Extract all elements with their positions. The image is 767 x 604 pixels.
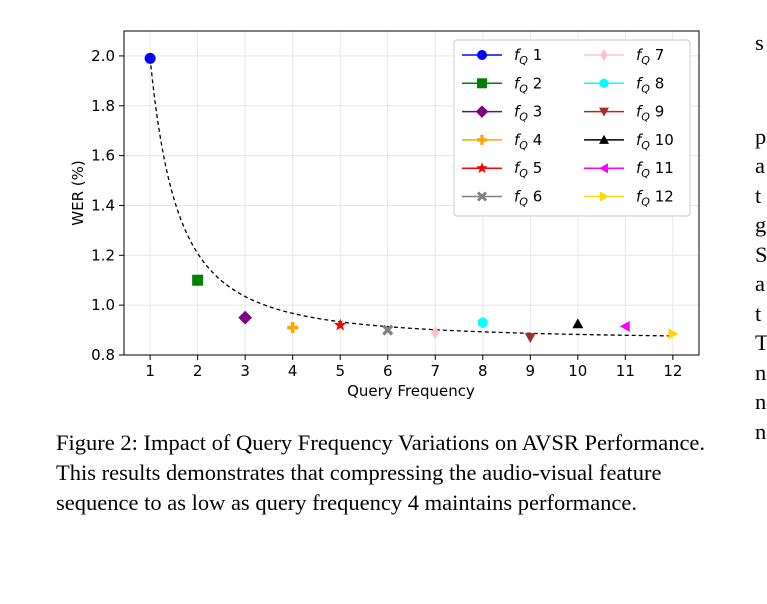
legend-label: fQ 2 <box>514 74 542 95</box>
x-tick-label: 4 <box>288 362 298 380</box>
right-column-line: p <box>755 122 767 152</box>
right-column-top: s <box>755 28 767 58</box>
y-tick-label: 1.6 <box>91 147 115 165</box>
x-tick-label: 1 <box>145 362 155 380</box>
legend: fQ 1fQ 2fQ 3fQ 4fQ 5fQ 6fQ 7fQ 8fQ 9fQ 1… <box>454 40 690 216</box>
data-point <box>431 326 439 340</box>
marker-shape <box>192 275 203 286</box>
x-tick-label: 8 <box>478 362 488 380</box>
x-tick-label: 7 <box>430 362 440 380</box>
marker-shape <box>477 78 487 88</box>
x-tick-label: 6 <box>383 362 393 380</box>
right-column-line: g <box>755 210 767 240</box>
y-tick-label: 0.8 <box>91 346 115 364</box>
right-column-line: t <box>755 181 767 211</box>
wer-vs-query-frequency-chart: 1 2 3 4 5 6 7 8 9 10 11 12 0.81.01.21.41.61.82.0 Qu… <box>0 0 767 420</box>
right-column-fragment: s p a t g S a t T n n n <box>755 28 767 446</box>
marker-shape <box>238 311 252 325</box>
marker-shape <box>478 317 488 328</box>
data-point <box>238 311 252 325</box>
right-column-line: a <box>755 151 767 181</box>
x-tick-label: 12 <box>663 362 682 380</box>
legend-marker <box>477 50 487 60</box>
right-column-line: n <box>755 417 767 447</box>
y-axis-ticks: 0.8 1.0 1.2 1.4 1.6 1.8 2.0 <box>91 47 124 364</box>
x-axis-label: Query Frequency <box>347 382 475 400</box>
data-point <box>478 317 488 328</box>
legend-label: fQ 9 <box>636 103 664 124</box>
y-tick-label: 1.2 <box>91 246 115 264</box>
marker-shape <box>620 321 630 332</box>
figure-caption: Figure 2: Impact of Query Frequency Vari… <box>56 428 716 518</box>
marker-shape <box>431 326 439 340</box>
marker-shape <box>480 135 483 145</box>
legend-label: fQ 7 <box>636 46 664 67</box>
data-point <box>620 321 630 332</box>
data-point <box>668 328 678 339</box>
x-tick-label: 2 <box>193 362 203 380</box>
legend-label: fQ 6 <box>514 188 542 209</box>
marker-shape <box>145 53 156 64</box>
y-axis-label: WER (%) <box>69 160 87 225</box>
data-point <box>145 53 156 64</box>
marker-shape <box>668 328 678 339</box>
data-point <box>192 275 203 286</box>
right-column-line: a <box>755 269 767 299</box>
x-tick-label: 5 <box>335 362 345 380</box>
legend-label: fQ 5 <box>514 159 542 180</box>
y-tick-label: 1.8 <box>91 97 115 115</box>
right-column-line: T <box>755 328 767 358</box>
right-column-line: n <box>755 358 767 388</box>
legend-label: fQ 1 <box>514 46 542 67</box>
legend-label: fQ 4 <box>514 131 542 152</box>
x-tick-label: 10 <box>568 362 587 380</box>
marker-shape <box>525 333 536 343</box>
data-point <box>525 333 536 343</box>
x-tick-label: 3 <box>240 362 250 380</box>
data-point <box>287 322 298 333</box>
data-point <box>572 318 583 328</box>
y-tick-label: 1.4 <box>91 196 115 214</box>
y-tick-label: 1.0 <box>91 296 115 314</box>
right-column-line: S <box>755 240 767 270</box>
y-tick-label: 2.0 <box>91 47 115 65</box>
legend-label: fQ 8 <box>636 74 664 95</box>
x-tick-label: 11 <box>616 362 635 380</box>
right-column-line: n <box>755 387 767 417</box>
x-axis-ticks: 1 2 3 4 5 6 7 8 9 10 11 12 <box>145 355 682 380</box>
right-column-line: t <box>755 299 767 329</box>
legend-label: fQ 3 <box>514 103 542 124</box>
x-tick-label: 9 <box>526 362 536 380</box>
marker-shape <box>291 322 295 333</box>
marker-shape <box>572 318 583 328</box>
legend-marker <box>477 78 487 88</box>
marker-shape <box>477 50 487 60</box>
